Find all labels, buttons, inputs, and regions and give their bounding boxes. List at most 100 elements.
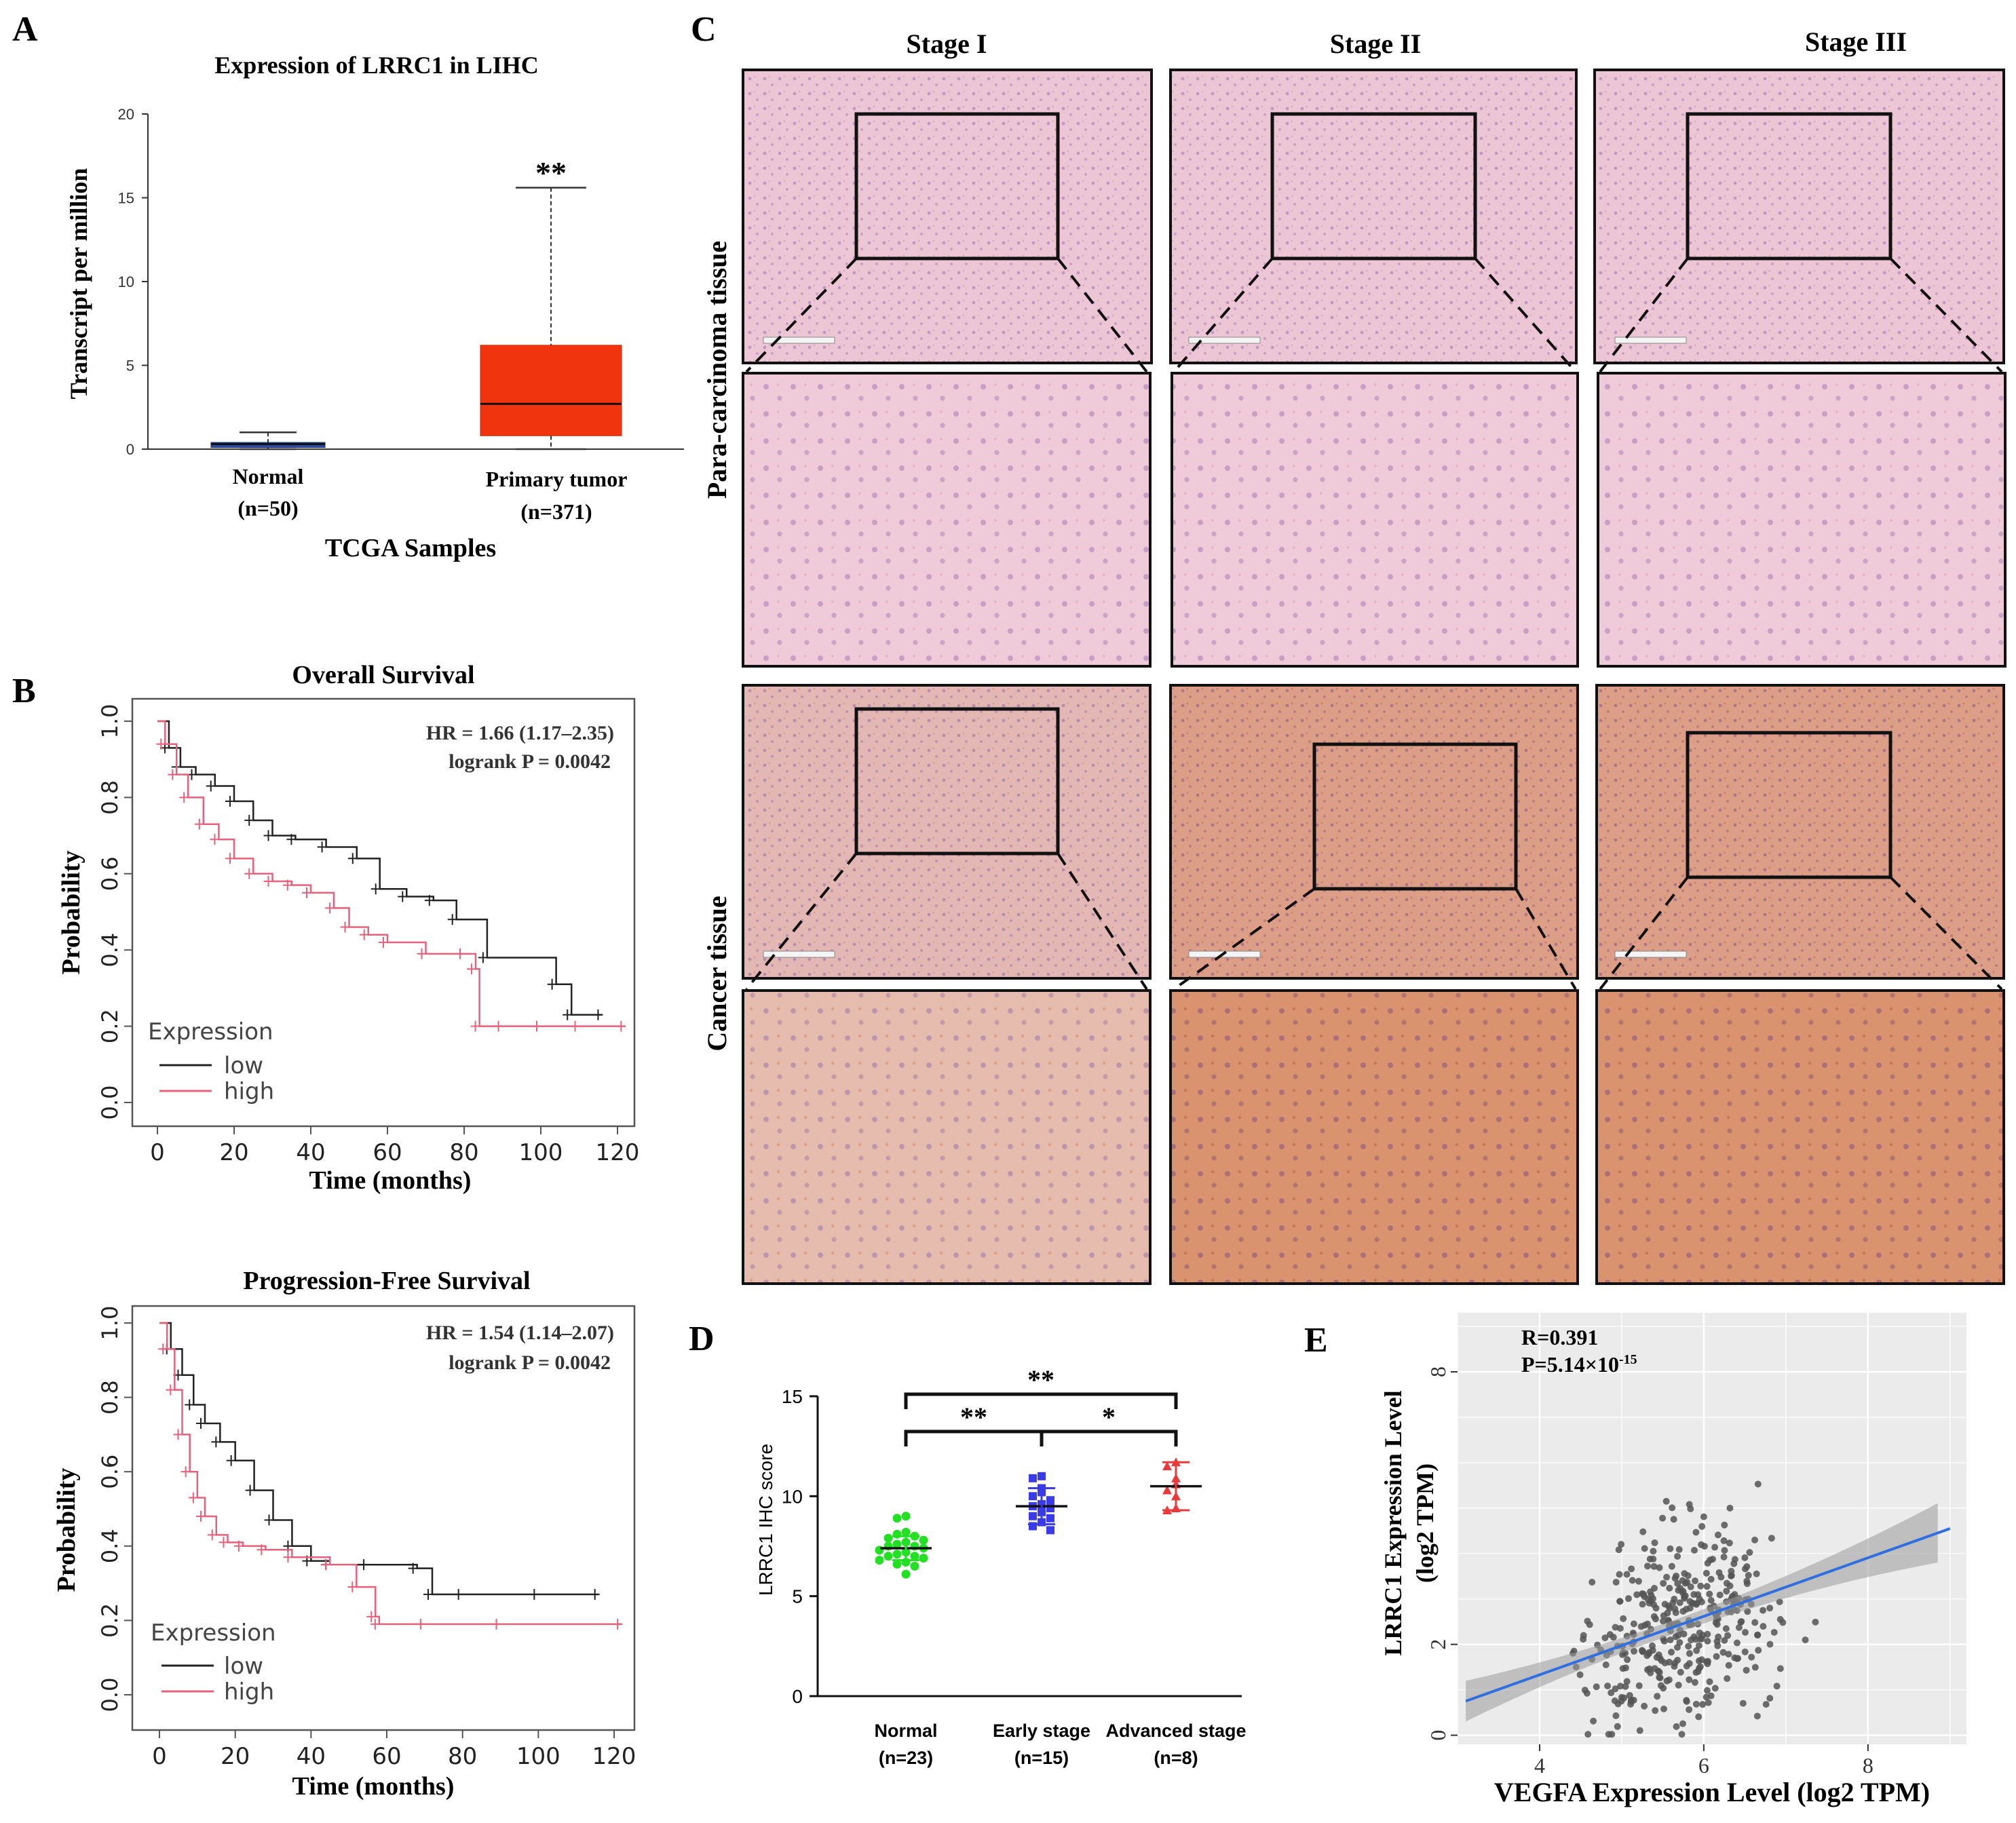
e-point — [1719, 1649, 1727, 1656]
e-point — [1745, 1571, 1752, 1579]
e-regression-line — [1465, 1527, 1951, 1703]
e-point — [1608, 1731, 1616, 1738]
e-point — [1677, 1668, 1684, 1676]
e-point — [1731, 1591, 1738, 1598]
d-y-label: LRRC1 IHC score — [755, 1444, 776, 1596]
km-x-tick-label: 80 — [448, 1743, 477, 1770]
e-point — [1687, 1505, 1694, 1512]
e-point — [1630, 1620, 1637, 1628]
e-point — [1743, 1577, 1751, 1585]
e-point — [1612, 1579, 1620, 1586]
e-point — [1666, 1584, 1673, 1592]
e-point — [1751, 1536, 1759, 1543]
e-point — [1584, 1617, 1591, 1625]
e-point — [1723, 1579, 1730, 1587]
e-point — [1671, 1596, 1678, 1603]
b1-axes: 0 20 40 60 80 100 120 0.0 0.2 0.4 0.6 0.8 1.0 — [97, 704, 639, 1166]
e-point — [1711, 1685, 1719, 1692]
e-point — [1735, 1624, 1743, 1631]
panel-a-group-tumor-label: Primary tumor — [486, 467, 628, 491]
e-point — [1630, 1696, 1637, 1704]
e-point — [1662, 1497, 1670, 1505]
b1-hr: HR = 1.66 (1.17–2.35) — [426, 722, 614, 744]
d-points — [875, 1457, 1202, 1579]
c-scale-bar — [1614, 337, 1687, 344]
e-point — [1668, 1562, 1675, 1570]
b2-legend-high-label: high — [224, 1678, 274, 1706]
km-x-tick-label: 120 — [596, 1139, 640, 1166]
a-y-tick-label: 10 — [118, 273, 134, 290]
b2-x-label: Time (months) — [292, 1772, 455, 1801]
e-point — [1660, 1579, 1667, 1587]
e-point — [1712, 1619, 1719, 1626]
d-significance-bracket — [904, 1392, 1178, 1409]
e-point — [1614, 1723, 1621, 1730]
e-point — [1692, 1577, 1699, 1585]
e-point — [1812, 1618, 1819, 1626]
e-p-exponent: -15 — [1619, 1352, 1637, 1367]
e-point — [1635, 1577, 1642, 1585]
c-image-para-stage1-low — [742, 69, 1153, 364]
c-image-cancer-stage3-high — [1595, 989, 2005, 1285]
e-point — [1703, 1693, 1710, 1701]
e-p-value: P=5.14×10-15 — [1521, 1352, 1637, 1377]
e-point — [1716, 1591, 1724, 1598]
e-point — [1601, 1634, 1609, 1642]
panel-e-correlation-scatter: E R=0.391 P=5.14×10-15 LRRC1 Expression … — [1304, 1313, 1966, 1807]
panel-b-progression-free-survival: Progression-Free Survival HR = 1.54 (1.1… — [52, 1267, 636, 1801]
e-point — [1707, 1575, 1715, 1583]
a-box-1 — [480, 345, 622, 436]
panel-d-letter: D — [689, 1320, 715, 1358]
e-point — [1681, 1579, 1689, 1587]
a-y-tick-label: 5 — [126, 358, 134, 375]
b1-plot-frame — [131, 697, 636, 1128]
e-point — [1674, 1552, 1681, 1560]
e-point — [1686, 1659, 1693, 1667]
e-point — [1687, 1583, 1694, 1590]
e-point — [1675, 1632, 1682, 1639]
e-point — [1768, 1535, 1775, 1542]
e-point — [1626, 1691, 1633, 1699]
e-point — [1721, 1547, 1728, 1554]
e-point — [1651, 1584, 1658, 1592]
b1-logrank: logrank P = 0.0042 — [449, 750, 611, 773]
e-point — [1681, 1594, 1688, 1602]
c-scale-bar — [763, 337, 835, 344]
e-point — [1670, 1516, 1677, 1523]
e-point — [1693, 1647, 1700, 1654]
e-point — [1637, 1623, 1645, 1630]
e-point — [1667, 1545, 1674, 1552]
e-point — [1686, 1706, 1693, 1713]
e-point — [1628, 1565, 1635, 1573]
e-point — [1663, 1573, 1671, 1581]
e-point — [1584, 1731, 1592, 1738]
km-x-tick-label: 60 — [373, 1139, 402, 1166]
e-point — [1698, 1635, 1705, 1643]
panel-c-ihc-grid: C Stage I Stage II Stage III Para-carcin… — [691, 10, 2007, 1285]
e-point — [1760, 1607, 1767, 1614]
e-point — [1779, 1619, 1787, 1626]
e-point — [1635, 1682, 1643, 1689]
c-col-stage-1: Stage I — [907, 28, 987, 59]
e-point — [1681, 1570, 1688, 1577]
e-point — [1671, 1605, 1679, 1613]
km-curve-low — [157, 720, 603, 1016]
d-point-normal — [901, 1512, 911, 1521]
e-point — [1690, 1633, 1698, 1640]
d-point-normal — [910, 1552, 919, 1561]
e-point — [1654, 1693, 1661, 1700]
e-point — [1754, 1480, 1762, 1488]
e-point — [1746, 1549, 1753, 1556]
e-point — [1743, 1666, 1750, 1674]
d-group-normal-n: (n=23) — [879, 1748, 933, 1768]
b2-title: Progression-Free Survival — [243, 1267, 530, 1295]
e-point — [1725, 1651, 1732, 1658]
c-row-cancer: Cancer tissue — [702, 896, 732, 1051]
d-y-tick-label: 5 — [792, 1586, 803, 1607]
e-point — [1733, 1639, 1741, 1647]
km-y-tick-label: 1.0 — [97, 704, 123, 739]
e-point — [1698, 1656, 1705, 1664]
e-point — [1802, 1636, 1809, 1644]
